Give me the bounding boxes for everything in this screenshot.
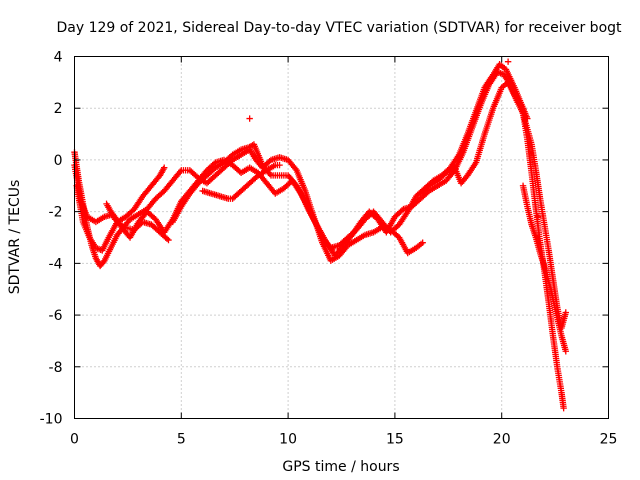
x-tick-label: 20: [493, 432, 511, 448]
y-tick-label: -4: [49, 256, 63, 272]
data-point: [419, 239, 426, 246]
data-point: [119, 222, 126, 230]
series-track-4: [103, 200, 172, 244]
x-tick-label: 15: [386, 432, 404, 448]
y-tick-label: -8: [49, 360, 63, 376]
series-track-3: [73, 164, 168, 254]
data-point: [560, 404, 567, 412]
y-tick-label: -10: [40, 412, 63, 428]
y-tick-label: -6: [49, 308, 63, 324]
data-point: [165, 236, 172, 244]
data-point: [292, 165, 299, 172]
y-tick-label: 2: [54, 101, 63, 117]
series-track-9: [519, 182, 569, 355]
y-axis-label: SDTVAR / TECUs: [7, 180, 23, 295]
data-point: [266, 170, 273, 178]
data-point: [163, 235, 171, 242]
data-point: [562, 309, 569, 316]
plot-frame: [74, 56, 609, 419]
x-tick-label: 5: [177, 432, 186, 448]
chart-title: Day 129 of 2021, Sidereal Day-to-day VTE…: [56, 20, 622, 36]
data-point: [246, 115, 253, 122]
data-marks: [71, 58, 569, 412]
data-point: [292, 181, 299, 188]
data-point: [161, 164, 168, 171]
x-tick-label: 0: [70, 432, 79, 448]
data-point: [534, 213, 542, 221]
series-track-5: [169, 61, 531, 252]
y-tick-label: -2: [49, 205, 63, 221]
y-tick-label: 0: [54, 153, 63, 169]
grid-layer: [74, 56, 609, 419]
tick-layer: 0 5 10 15 20 25 -10 -8 -6 -4 -2 0 2 4: [40, 50, 618, 448]
x-tick-label: 25: [600, 432, 618, 448]
data-point: [519, 105, 527, 112]
data-point: [504, 58, 512, 65]
data-point: [176, 168, 184, 175]
x-axis-label: GPS time / hours: [282, 459, 399, 475]
series-track-6: [199, 161, 283, 202]
y-tick-label: 4: [54, 50, 63, 66]
series-outliers: [246, 58, 542, 221]
data-point: [276, 161, 283, 169]
data-point: [562, 348, 569, 355]
x-tick-label: 10: [279, 432, 297, 448]
